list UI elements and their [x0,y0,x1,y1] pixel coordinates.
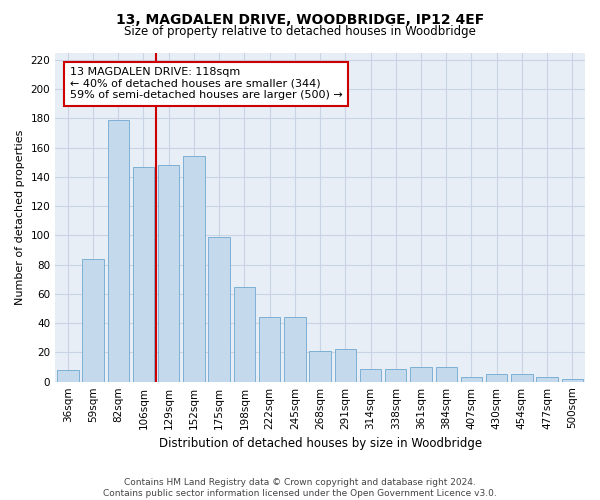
Text: Contains HM Land Registry data © Crown copyright and database right 2024.
Contai: Contains HM Land Registry data © Crown c… [103,478,497,498]
Bar [183,156,205,382]
Bar [335,350,356,382]
Bar [385,368,406,382]
Bar [82,259,104,382]
Bar [562,379,583,382]
Bar [486,374,508,382]
Bar [107,120,129,382]
Text: 13 MAGDALEN DRIVE: 118sqm
← 40% of detached houses are smaller (344)
59% of semi: 13 MAGDALEN DRIVE: 118sqm ← 40% of detac… [70,67,343,100]
X-axis label: Distribution of detached houses by size in Woodbridge: Distribution of detached houses by size … [158,437,482,450]
Bar [259,318,280,382]
Bar [410,367,432,382]
Bar [436,367,457,382]
Bar [511,374,533,382]
Bar [133,166,154,382]
Bar [233,286,255,382]
Bar [310,351,331,382]
Bar [360,368,381,382]
Bar [158,165,179,382]
Y-axis label: Number of detached properties: Number of detached properties [15,130,25,305]
Bar [536,378,558,382]
Text: 13, MAGDALEN DRIVE, WOODBRIDGE, IP12 4EF: 13, MAGDALEN DRIVE, WOODBRIDGE, IP12 4EF [116,12,484,26]
Bar [461,378,482,382]
Bar [284,318,305,382]
Bar [57,370,79,382]
Text: Size of property relative to detached houses in Woodbridge: Size of property relative to detached ho… [124,25,476,38]
Bar [208,237,230,382]
